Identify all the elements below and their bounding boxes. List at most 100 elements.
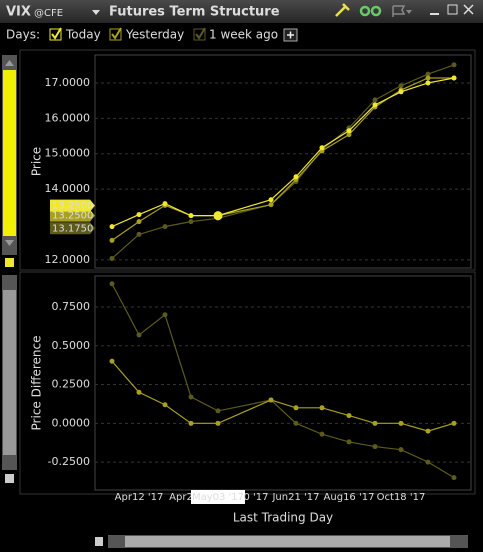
y-tick-label: 17.0000 (45, 76, 91, 89)
x-tick-label: Apr2 (169, 492, 193, 503)
point (372, 97, 378, 103)
point (162, 224, 168, 230)
point (188, 219, 194, 225)
point (346, 128, 352, 134)
point (162, 402, 168, 408)
y-axis-title: Price Difference (30, 336, 44, 431)
h-scroll-thumb[interactable] (125, 536, 450, 547)
point (136, 389, 142, 395)
x-tick-label: Apr12 '17 (115, 492, 164, 503)
point (425, 428, 431, 434)
maximize[interactable] (447, 4, 458, 15)
point (451, 62, 457, 68)
flag-menu[interactable] (406, 10, 412, 14)
exchange[interactable]: @CFE (34, 8, 63, 19)
diff-panel (19, 271, 476, 495)
point (109, 255, 115, 261)
axis-value-label: 13.2500 (52, 201, 93, 212)
y-tick-label: 16.0000 (45, 111, 91, 124)
point (136, 332, 142, 338)
point (425, 459, 431, 465)
diff-plot (94, 275, 472, 491)
point (293, 405, 299, 411)
point (109, 224, 115, 230)
point (319, 431, 325, 437)
yesterday-option[interactable]: Yesterday (125, 28, 184, 42)
today-option[interactable]: Today (65, 28, 101, 42)
point (451, 475, 457, 481)
axis-value-label: 13.1750 (52, 223, 93, 234)
lock-icon-3[interactable] (95, 537, 103, 546)
point (398, 447, 404, 453)
x-tick-label: May03 '17 (192, 492, 244, 503)
point (451, 75, 457, 81)
dropdown-arrow[interactable] (92, 10, 100, 15)
point (188, 420, 194, 426)
link-icon[interactable] (359, 5, 382, 17)
x-axis-title: Last Trading Day (233, 511, 333, 525)
point (188, 213, 194, 219)
days-label: Days: (6, 28, 40, 42)
point (346, 439, 352, 445)
today-checkbox[interactable] (49, 27, 62, 41)
point (215, 408, 221, 414)
x-tick-label: 0 '17 (243, 492, 268, 503)
y-tick-label: 15.0000 (45, 147, 91, 160)
point (109, 281, 115, 287)
point (213, 211, 223, 221)
point (372, 444, 378, 450)
lock-icon[interactable] (5, 258, 14, 267)
y-tick-label: 0.0000 (52, 416, 91, 429)
wrench-icon[interactable] (335, 3, 350, 17)
point (215, 420, 221, 426)
point (136, 231, 142, 237)
point (451, 420, 457, 426)
point (162, 312, 168, 318)
window-title: Futures Term Structure (109, 5, 280, 20)
point (136, 212, 142, 218)
close[interactable] (463, 4, 474, 15)
price-scroll-thumb[interactable] (3, 70, 16, 236)
title-bar (0, 0, 483, 23)
point (319, 145, 325, 151)
x-tick-label: Oct18 '17 (377, 492, 426, 503)
point (268, 397, 274, 403)
minimize[interactable] (430, 13, 439, 15)
point (109, 358, 115, 364)
point (398, 420, 404, 426)
point (293, 420, 299, 426)
point (136, 219, 142, 225)
y-tick-label: 0.7500 (52, 300, 91, 313)
point (188, 394, 194, 400)
add-button[interactable] (283, 28, 298, 42)
price-plot (94, 54, 472, 269)
point (268, 197, 274, 203)
price-panel (19, 49, 476, 271)
point (425, 75, 431, 81)
lock-icon-2[interactable] (5, 474, 14, 483)
axis-value-tag (50, 222, 95, 235)
point (425, 71, 431, 77)
x-cursor-box (191, 490, 245, 504)
symbol[interactable]: VIX (6, 5, 31, 20)
point (425, 80, 431, 86)
x-tick-label: Aug16 '17 (324, 492, 375, 503)
y-tick-label: 12.0000 (45, 253, 91, 266)
yesterday-checkbox[interactable] (109, 27, 122, 41)
flag-icon[interactable] (392, 5, 406, 17)
point (398, 83, 404, 89)
point (319, 405, 325, 411)
axis-value-tag (50, 199, 95, 212)
point (346, 413, 352, 419)
y-tick-label: 0.5000 (52, 339, 91, 352)
point (293, 174, 299, 180)
week-option[interactable]: 1 week ago (209, 28, 278, 42)
y-tick-label: 0.2500 (52, 378, 91, 391)
axis-value-tag (50, 209, 95, 222)
week-checkbox[interactable] (193, 27, 206, 41)
x-tick-label: Jun21 '17 (271, 492, 319, 503)
point (372, 420, 378, 426)
diff-scroll-thumb[interactable] (3, 290, 16, 455)
point (346, 132, 352, 138)
